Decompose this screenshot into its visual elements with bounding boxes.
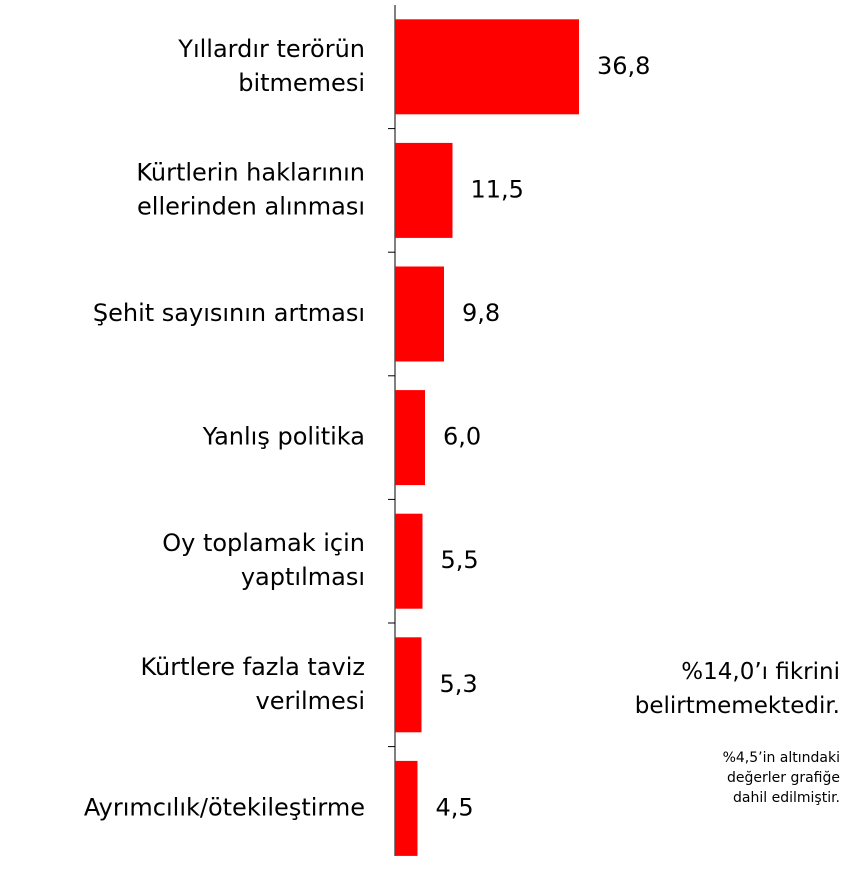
bar — [395, 513, 423, 609]
bar — [395, 266, 444, 362]
category-label: Yıllardır terörün bitmemesi — [177, 35, 365, 97]
value-label: 5,5 — [441, 546, 479, 574]
bar — [395, 760, 418, 856]
value-label: 4,5 — [436, 793, 474, 821]
bar — [395, 637, 422, 733]
category-label: Kürtlerin haklarının ellerinden alınması — [136, 158, 365, 220]
category-label: Şehit sayısının artması — [93, 299, 365, 327]
value-label: 9,8 — [462, 299, 500, 327]
category-label: Oy toplamak için yaptılması — [162, 529, 365, 591]
bar — [395, 19, 579, 115]
category-label: Ayrımcılık/ötekileştirme — [84, 793, 365, 821]
value-label: 6,0 — [443, 423, 481, 451]
value-label: 36,8 — [597, 52, 650, 80]
bar — [395, 142, 453, 238]
value-label: 11,5 — [471, 175, 524, 203]
category-label: Kürtlere fazla taviz verilmesi — [140, 653, 365, 715]
bar — [395, 390, 425, 486]
category-label: Yanlış politika — [202, 423, 365, 451]
annotation: %14,0’ı fikrini belirtmemektedir. — [635, 659, 840, 719]
value-label: 5,3 — [440, 670, 478, 698]
footnote: %4,5’in altındaki değerler grafiğe dahil e… — [723, 750, 840, 806]
